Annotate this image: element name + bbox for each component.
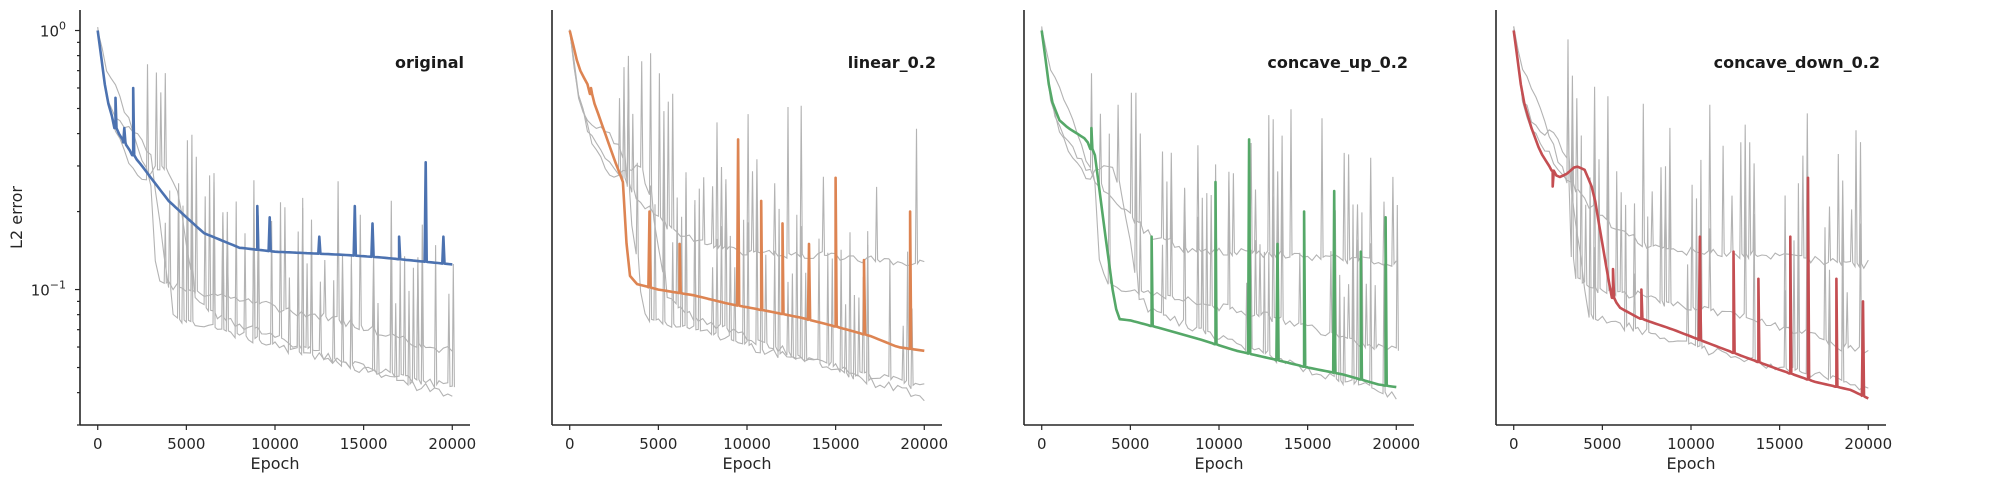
x-tick-label: 15000 [812, 435, 860, 453]
panel-title: linear_0.2 [848, 53, 936, 72]
series-line-concave_up_0.2 [97, 27, 455, 388]
x-axis-title: Epoch [723, 454, 772, 473]
panel-linear_0.2: 0 5000 10000 15000 20000 Epoch linear_0.2 [551, 10, 948, 473]
x-axis-title: Epoch [1667, 454, 1716, 473]
panel-original: 0 5000 10000 15000 20000 Epoch original 100 10−1… [7, 10, 476, 473]
series-line-original [1041, 29, 1397, 267]
panel-title: concave_down_0.2 [1714, 53, 1880, 72]
x-tick-label: 0 [93, 435, 103, 453]
panel-concave_up_0.2: 0 5000 10000 15000 20000 Epoch concave_up_0.2 [1023, 10, 1420, 473]
x-tick-label: 5000 [1111, 435, 1149, 453]
panel-title: original [395, 53, 464, 72]
x-tick-label: 10000 [1195, 435, 1243, 453]
series-line-concave_down_0.2 [1041, 26, 1397, 400]
series-line-concave_down_0.2 [1512, 30, 1869, 400]
y-axis-title: L2 error [7, 186, 26, 249]
series-line-concave_down_0.2 [569, 32, 925, 402]
series-line-linear_0.2 [568, 30, 925, 353]
x-tick-label: 0 [1509, 435, 1519, 453]
x-tick-label: 10000 [723, 435, 771, 453]
x-tick-label: 20000 [1844, 435, 1892, 453]
x-tick-label: 15000 [340, 435, 388, 453]
x-tick-label: 5000 [1583, 435, 1621, 453]
x-tick-label: 20000 [900, 435, 948, 453]
x-tick-label: 10000 [251, 435, 299, 453]
x-tick-label: 10000 [1667, 435, 1715, 453]
series-line-concave_down_0.2 [97, 31, 453, 397]
x-tick-label: 20000 [1372, 435, 1420, 453]
series-line-concave_up_0.2 [1040, 30, 1397, 389]
panel-concave_down_0.2: 0 5000 10000 15000 20000 Epoch concave_down_0.… [1495, 10, 1892, 473]
x-axis-title: Epoch [1195, 454, 1244, 473]
series-line-linear_0.2 [1513, 26, 1869, 355]
x-tick-label: 0 [565, 435, 575, 453]
y-tick-label: 100 [40, 20, 66, 41]
x-tick-label: 20000 [428, 435, 476, 453]
series-line-linear_0.2 [1041, 28, 1399, 351]
x-tick-label: 5000 [167, 435, 205, 453]
x-tick-label: 15000 [1284, 435, 1332, 453]
x-tick-label: 0 [1037, 435, 1047, 453]
panel-title: concave_up_0.2 [1267, 53, 1408, 72]
y-tick-label: 10−1 [31, 279, 66, 300]
x-tick-label: 5000 [639, 435, 677, 453]
x-tick-label: 15000 [1756, 435, 1804, 453]
series-line-original [96, 30, 453, 266]
x-axis-title: Epoch [251, 454, 300, 473]
series-line-linear_0.2 [97, 30, 453, 354]
series-line-concave_up_0.2 [569, 29, 925, 390]
